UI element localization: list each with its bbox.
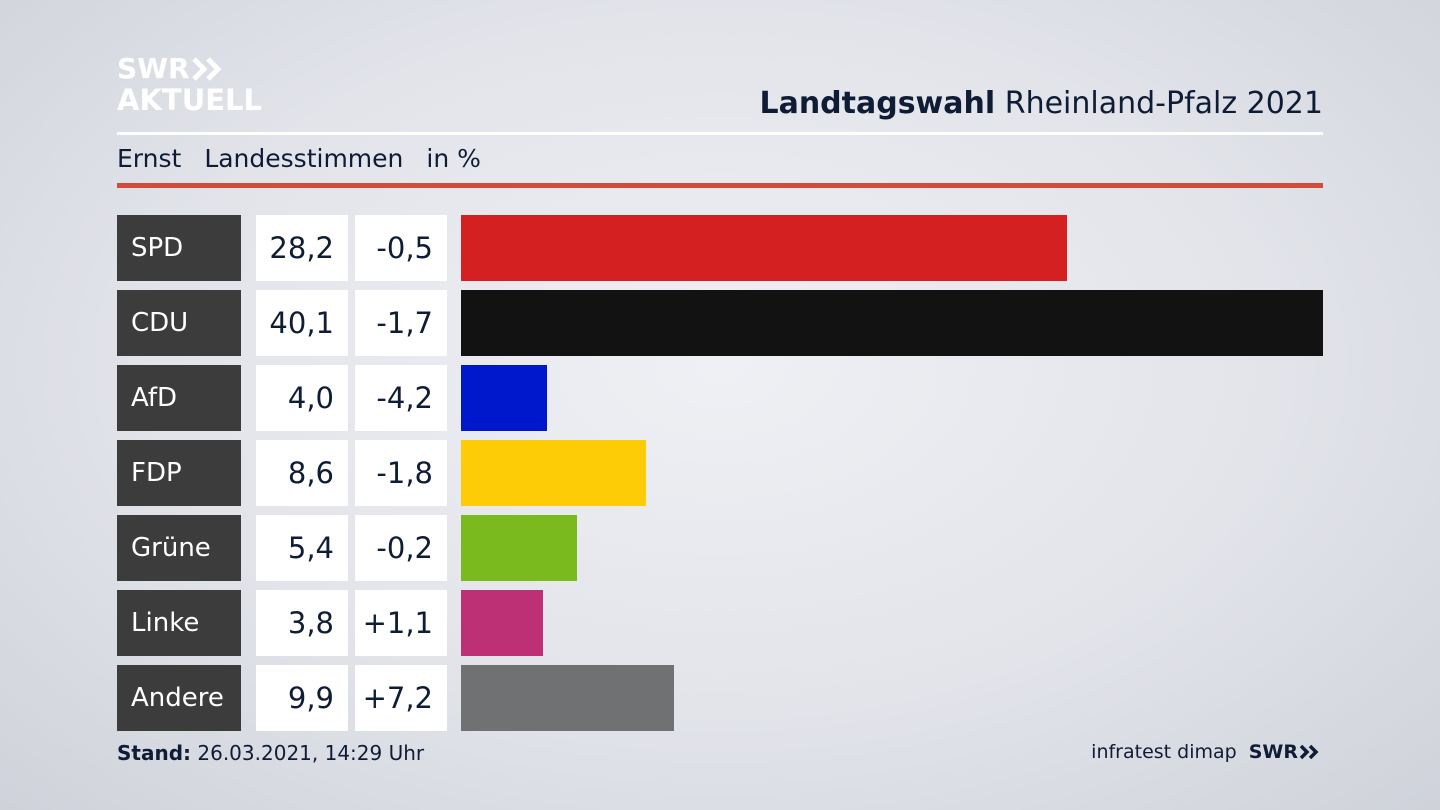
- source-credit: infratest dimap SWR: [1091, 741, 1323, 763]
- title-bold: Landtagswahl: [759, 86, 996, 121]
- stand-label: Stand:: [117, 741, 192, 765]
- double-chevron-icon: [191, 57, 222, 81]
- title-rest: Rheinland-Pfalz 2021: [1004, 86, 1323, 121]
- party-label: SPD: [117, 215, 241, 281]
- bar: [461, 440, 646, 506]
- subtitle-unit: in %: [426, 144, 481, 173]
- diff-label: -4,2: [355, 365, 447, 431]
- value-label: 4,0: [256, 365, 348, 431]
- bar: [461, 665, 674, 731]
- bar: [461, 515, 577, 581]
- swr-aktuell-logo: SWR AKTUELL: [117, 52, 263, 117]
- diff-label: -0,2: [355, 515, 447, 581]
- swr-footer-logo: SWR: [1249, 741, 1323, 763]
- party-label: AfD: [117, 365, 241, 431]
- value-label: 28,2: [256, 215, 348, 281]
- subtitle-measure: Landesstimmen: [204, 144, 404, 173]
- party-label: Linke: [117, 590, 241, 656]
- timestamp: Stand: 26.03.2021, 14:29 Uhr: [117, 741, 424, 765]
- bar: [461, 365, 547, 431]
- bar: [461, 590, 543, 656]
- party-label: Andere: [117, 665, 241, 731]
- stand-value: 26.03.2021, 14:29 Uhr: [197, 741, 425, 765]
- value-label: 40,1: [256, 290, 348, 356]
- value-label: 9,9: [256, 665, 348, 731]
- party-label: CDU: [117, 290, 241, 356]
- diff-label: -1,7: [355, 290, 447, 356]
- accent-divider: [117, 183, 1323, 188]
- value-label: 5,4: [256, 515, 348, 581]
- logo-line1: SWR: [117, 52, 190, 85]
- swr-footer-text: SWR: [1248, 741, 1298, 763]
- header-divider: [117, 132, 1323, 135]
- subtitle: Ernst Landesstimmen in %: [117, 144, 504, 173]
- bar: [461, 290, 1323, 356]
- diff-label: -1,8: [355, 440, 447, 506]
- value-label: 8,6: [256, 440, 348, 506]
- diff-label: +7,2: [355, 665, 447, 731]
- party-label: FDP: [117, 440, 241, 506]
- double-chevron-icon: [1299, 744, 1319, 760]
- party-label: Grüne: [117, 515, 241, 581]
- diff-label: +1,1: [355, 590, 447, 656]
- bar: [461, 215, 1067, 281]
- diff-label: -0,5: [355, 215, 447, 281]
- logo-line2: AKTUELL: [117, 83, 263, 117]
- value-label: 3,8: [256, 590, 348, 656]
- subtitle-candidate: Ernst: [117, 144, 182, 173]
- source-label: infratest dimap: [1091, 741, 1237, 763]
- chart-title: Landtagswahl Rheinland-Pfalz 2021: [759, 86, 1323, 121]
